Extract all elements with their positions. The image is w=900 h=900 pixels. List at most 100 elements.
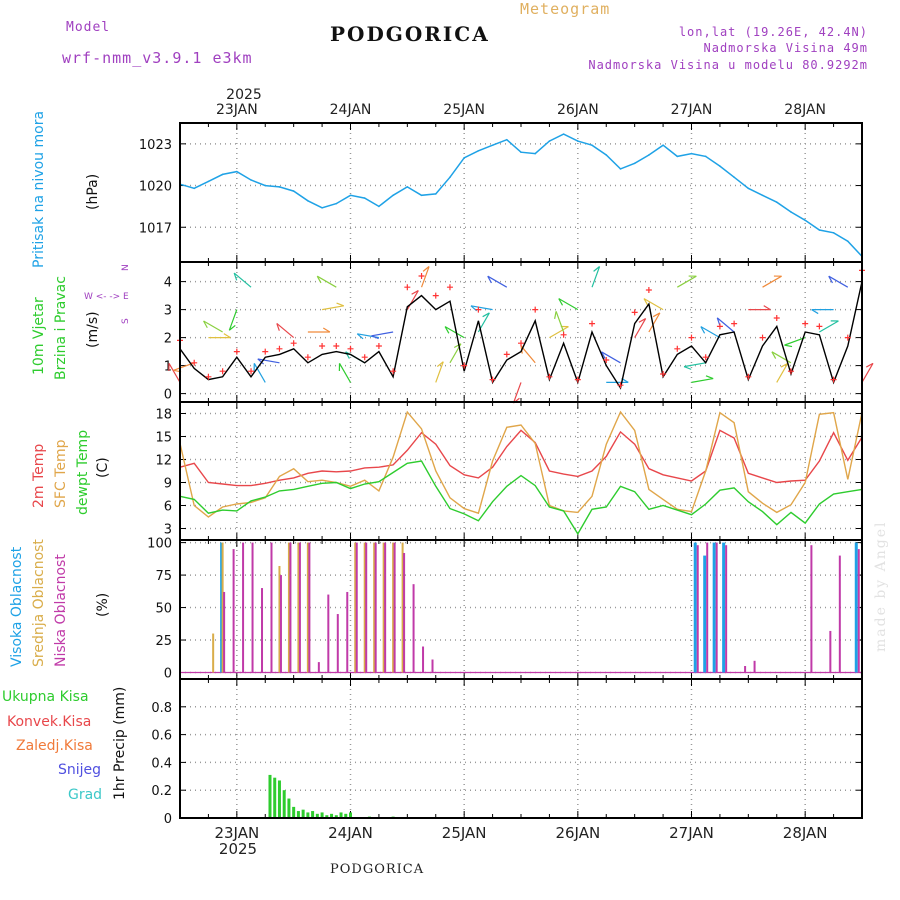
pressure-point [349, 194, 352, 197]
cloud-low-bar [232, 549, 235, 673]
cloud-high-bar [854, 542, 858, 673]
wind-arrow-head [316, 275, 322, 284]
wind-arrow-head [683, 366, 692, 370]
wind-gust-marker [787, 368, 794, 375]
cloud-low-bar [242, 542, 245, 673]
pressure-point [505, 138, 508, 141]
wind-arrow [253, 363, 266, 383]
wind-arrow [316, 275, 337, 288]
cloud-low-bar [696, 545, 699, 673]
cloud-low-bar [384, 542, 387, 673]
wind-arrow-head [593, 266, 600, 272]
wind-arrow-head [257, 358, 264, 365]
wind-gust-marker [262, 348, 269, 355]
wind-arrow [470, 305, 493, 311]
precip-bar [268, 774, 272, 818]
wind-arrow [762, 275, 782, 288]
y-tick-label: 9 [164, 477, 172, 492]
cloud-mid-bar [212, 633, 215, 673]
y-tick-label: 1020 [139, 180, 172, 195]
wind-arrow [591, 266, 601, 288]
cloud-low-bar [706, 542, 709, 673]
wind-unit: (m/s) [85, 311, 101, 348]
pressure-point [392, 194, 394, 197]
wind-gust-marker [503, 351, 510, 358]
wind-gust-marker [461, 362, 468, 369]
y-tick-label: 12 [155, 454, 172, 469]
bottom-day-label: 25JAN [442, 824, 487, 842]
precip-bar [292, 806, 296, 818]
precip-bar [301, 809, 305, 818]
cloud-low-bar [289, 542, 292, 673]
pressure-point [577, 140, 579, 142]
cloud-legend-low: Niska Oblacnost [53, 554, 69, 667]
precip-bar [330, 813, 334, 818]
model-label: Model [66, 20, 111, 35]
temp-sfc-line [179, 410, 863, 518]
altitude-label: Nadmorska Visina 49m [703, 41, 868, 55]
wind-arrow-head [780, 362, 789, 368]
wind-arrow-head [411, 290, 419, 295]
precip-legend-total: Ukupna Kisa [2, 689, 89, 705]
wind-arrow-head [203, 320, 208, 329]
y-tick-label: 18 [155, 408, 172, 423]
wind-arrow [257, 358, 280, 364]
wind-gust-marker [773, 315, 780, 321]
precip-bar [339, 812, 343, 818]
wind-gust-marker [617, 382, 624, 389]
wind-gust-marker [603, 357, 610, 363]
wind-arrow [549, 326, 569, 339]
wind-arrow-head [643, 298, 649, 306]
wind-arrow [435, 361, 444, 383]
wind-arrow [338, 363, 352, 383]
pressure-point [790, 211, 792, 213]
precip-legend-conv: Konvek.Kisa [7, 714, 91, 730]
wind-arrow-head [336, 302, 344, 307]
precip-bar [315, 813, 319, 818]
pressure-point [832, 232, 835, 234]
cloud-mid-bar [297, 542, 300, 673]
pressure-point [662, 144, 664, 147]
cloud-low-bar [336, 614, 339, 673]
cloud-mid-bar [373, 542, 376, 673]
wind-arrow [861, 363, 874, 383]
precip-bar [306, 812, 310, 818]
wind-arrow-head [558, 298, 564, 306]
pressure-point [477, 150, 480, 152]
cloud-low-bar [308, 542, 311, 673]
wind-arrow-head [371, 335, 379, 340]
cloud-high-bar [722, 542, 726, 673]
wind-gust-marker [816, 323, 823, 330]
top-day-label: 24JAN [330, 102, 372, 118]
wind-legend-1: 10m Vjetar [31, 297, 47, 375]
cloud-mid-bar [221, 542, 224, 673]
wind-gust-marker [375, 343, 382, 349]
wind-arrow [520, 345, 536, 364]
wind-arrow [228, 309, 238, 331]
pressure-point [321, 206, 323, 209]
meteogram-label: Meteogram [520, 0, 611, 18]
page-title: PODGORICA [330, 22, 490, 46]
cloud-high-bar [693, 542, 697, 673]
wind-arrow-head [356, 333, 364, 340]
cloud-unit: (%) [95, 593, 111, 617]
y-tick-label: 1017 [139, 221, 172, 236]
wind-gust-marker [432, 292, 439, 299]
bottom-day-label: 26JAN [555, 824, 600, 842]
wind-gust-marker [489, 376, 496, 383]
wind-arrow [784, 337, 806, 346]
y-tick-label: 0 [164, 388, 172, 403]
temp-legend-2m: 2m Temp [31, 444, 47, 508]
wind-arrow-head [828, 275, 833, 284]
wind-arrow [643, 298, 664, 311]
cloud-mid-bar [278, 565, 281, 673]
wind-arrow-head [453, 343, 462, 349]
pressure-point [534, 152, 537, 155]
cloud-low-bar [346, 591, 349, 673]
wind-compass-we: W <- -> E [84, 292, 129, 302]
cloud-mid-bar [363, 542, 366, 673]
pressure-point [221, 173, 224, 176]
wind-arrow [716, 317, 735, 333]
cloud-low-bar [298, 542, 301, 673]
wind-arrow-head [482, 312, 490, 318]
